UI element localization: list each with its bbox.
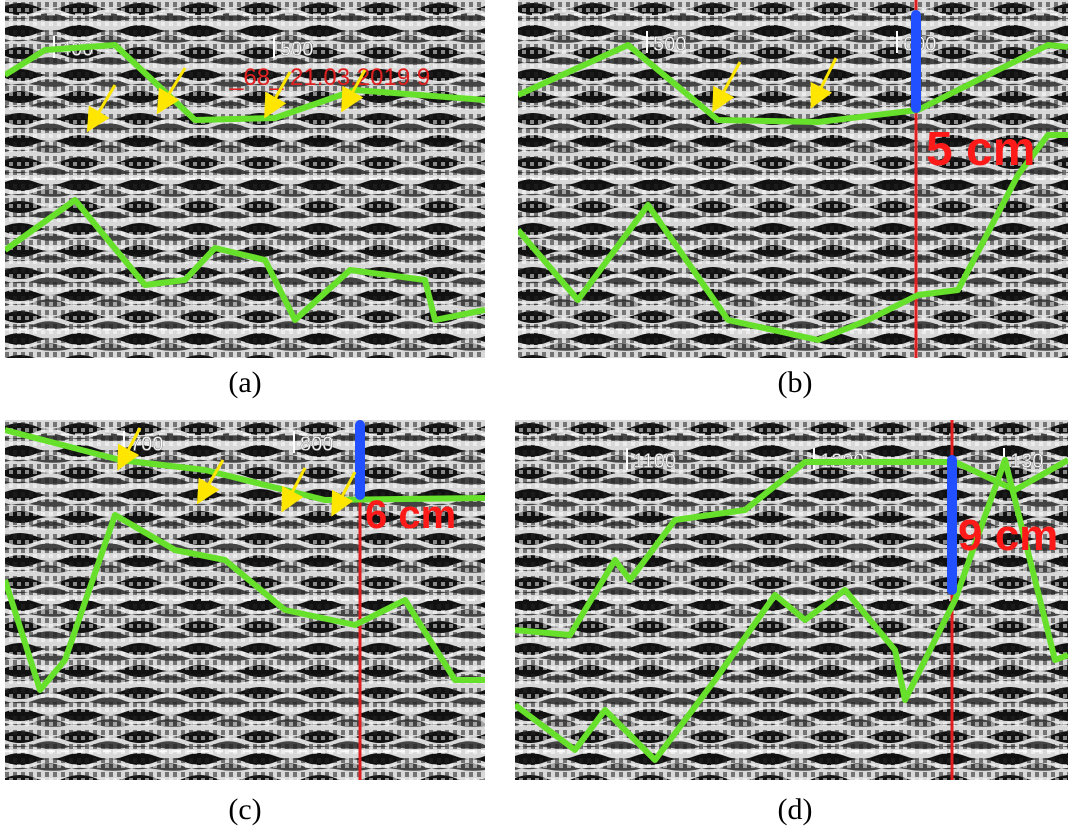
distance-label: 130 (1010, 450, 1043, 472)
thickness-label: 6 cm (365, 493, 456, 537)
indicator-arrow (196, 459, 225, 505)
panel-caption: (d) (778, 793, 813, 826)
panel-caption: (c) (228, 793, 261, 826)
distance-label: 800 (300, 433, 333, 455)
indicator-arrow (156, 67, 187, 115)
panel-content: 5006005 cm (518, 0, 1068, 358)
indicator-arrow (264, 71, 292, 119)
panel-caption: (a) (228, 366, 261, 399)
layer-boundary (518, 42, 1068, 125)
layer-boundary (515, 457, 1068, 638)
panel-content: 400 500_68_ 21.03.2019 9 (5, 0, 485, 358)
distance-label: 1100 (633, 450, 676, 472)
indicator-arrow (810, 57, 838, 109)
indicator-arrow (341, 69, 367, 113)
indicator-arrow (117, 427, 142, 471)
layer-boundary (518, 132, 1068, 343)
distance-label: 500 (653, 33, 686, 55)
indicator-arrow (86, 84, 117, 133)
indicator-arrow (281, 467, 307, 513)
panel-caption: (b) (778, 366, 813, 399)
indicator-arrow (331, 471, 357, 517)
radargram-panel: 400 500_68_ 21.03.2019 9 (5, 0, 485, 358)
radargram-texture (515, 420, 1068, 780)
layer-boundary (5, 512, 485, 693)
radargram-panel: 5006005 cm (518, 0, 1068, 358)
layer-boundary (5, 427, 485, 503)
layer-boundary (515, 457, 1068, 763)
file-annotation: _68_ 21.03.2019 9 (229, 64, 430, 91)
thickness-label: 9 cm (958, 511, 1058, 560)
thickness-label: 5 cm (926, 123, 1035, 176)
layer-boundary (5, 197, 485, 323)
indicator-arrow (712, 61, 742, 113)
distance-label: 500 (280, 38, 313, 60)
